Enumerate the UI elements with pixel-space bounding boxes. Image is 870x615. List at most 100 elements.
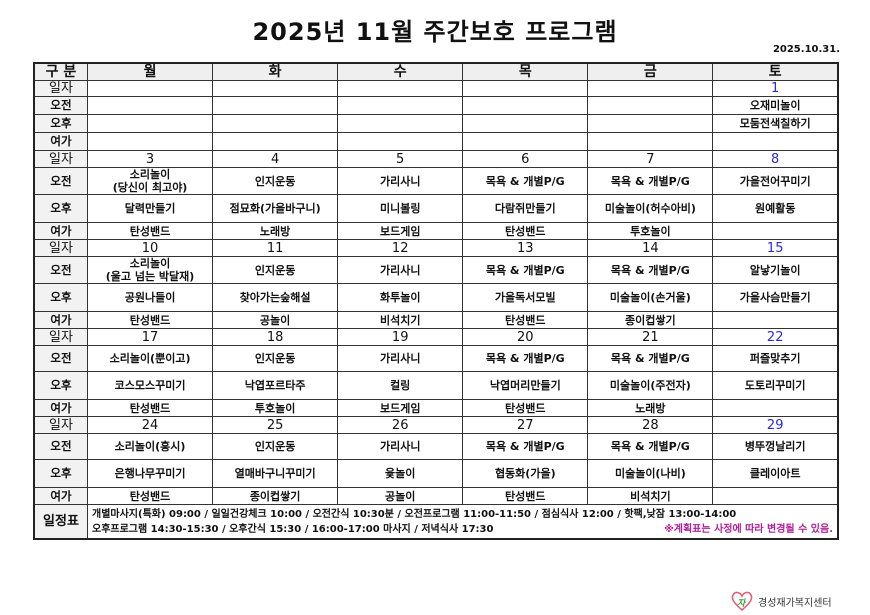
activity-cell: 원예활동 xyxy=(712,194,839,223)
activity-cell: 소리놀이(뿐이고) xyxy=(86,345,214,372)
activity-cell: 찾아가는숲해설 xyxy=(212,283,339,312)
week-1-am-row: 오전 오재미놀이 xyxy=(33,96,839,115)
activity-cell: 컬링 xyxy=(337,371,464,400)
row-label-pm: 오후 xyxy=(33,114,88,133)
activity-cell: 은행나무꾸미기 xyxy=(86,459,214,488)
activity-cell: 투호놀이 xyxy=(587,222,714,240)
header-label: 구 분 xyxy=(33,62,88,81)
date-cell: 12 xyxy=(337,239,464,257)
activity-cell: 탄성밴드 xyxy=(462,399,589,417)
schedule-line-2-wrap: 오후프로그램 14:30-15:30 / 오후간식 15:30 / 16:00-… xyxy=(92,522,833,537)
activity-cell: 가리사니 xyxy=(337,433,464,460)
week-2-pm-row: 오후 달력만들기 점묘화(가을바구니) 미니볼링 다람쥐만들기 미술놀이(허수아비) 원예활… xyxy=(33,194,839,223)
row-label-am: 오전 xyxy=(33,433,88,460)
activity-cell: 목욕 & 개별P/G xyxy=(462,433,589,460)
date-cell: 11 xyxy=(212,239,339,257)
row-label-leisure: 여가 xyxy=(33,487,88,505)
activity-cell: 투호놀이 xyxy=(212,399,339,417)
date-cell: 7 xyxy=(587,150,714,168)
activity-cell: 목욕 & 개별P/G xyxy=(462,345,589,372)
schedule-label: 일정표 xyxy=(33,504,88,540)
activity-cell: 낙엽포르타주 xyxy=(212,371,339,400)
date-cell: 6 xyxy=(462,150,589,168)
week-3-date-row: 일자 10 11 12 13 14 15 xyxy=(33,239,839,257)
week-1-leisure-row: 여가 xyxy=(33,132,839,151)
header-fri: 금 xyxy=(587,62,714,81)
row-label-am: 오전 xyxy=(33,345,88,372)
activity-cell: 공원나들이 xyxy=(86,283,214,312)
activity-cell: 미술놀이(나비) xyxy=(587,459,714,488)
activity-cell: 탄성밴드 xyxy=(462,311,589,329)
weekly-program-table: 구 분 월 화 수 목 금 토 일자 1 오전 오재미놀이 오후 모둠전색칠하기 여가 일자 3… xyxy=(33,62,839,540)
activity-cell: 소리놀이 (울고 넘는 박달재) xyxy=(86,256,214,284)
activity-cell xyxy=(712,132,839,151)
activity-cell xyxy=(86,96,214,115)
activity-cell: 종이컵쌓기 xyxy=(587,311,714,329)
activity-cell: 목욕 & 개별P/G xyxy=(587,345,714,372)
activity-cell: 소리놀이(홍시) xyxy=(86,433,214,460)
row-label-date: 일자 xyxy=(33,239,88,257)
date-cell: 14 xyxy=(587,239,714,257)
activity-cell: 인지운동 xyxy=(212,256,339,284)
activity-cell: 윷놀이 xyxy=(337,459,464,488)
week-5-leisure-row: 여가 탄성밴드 종이컵쌓기 공놀이 탄성밴드 비석치기 xyxy=(33,487,839,505)
activity-cell: 퍼즐맞추기 xyxy=(712,345,839,372)
activity-cell xyxy=(587,132,714,151)
activity-cell: 인지운동 xyxy=(212,167,339,195)
date-cell: 29 xyxy=(712,416,839,434)
date-cell xyxy=(462,80,589,97)
week-4-date-row: 일자 17 18 19 20 21 22 xyxy=(33,328,839,346)
row-label-pm: 오후 xyxy=(33,459,88,488)
week-3-am-row: 오전 소리놀이 (울고 넘는 박달재) 인지운동 가리사니 목욕 & 개별P/G 목욕 &… xyxy=(33,256,839,284)
activity-cell xyxy=(212,96,339,115)
activity-cell: 종이컵쌓기 xyxy=(212,487,339,505)
date-cell: 17 xyxy=(86,328,214,346)
activity-cell: 탄성밴드 xyxy=(86,311,214,329)
activity-cell: 목욕 & 개별P/G xyxy=(587,256,714,284)
week-4-leisure-row: 여가 탄성밴드 투호놀이 보드게임 탄성밴드 노래방 xyxy=(33,399,839,417)
date-cell: 25 xyxy=(212,416,339,434)
activity-cell: 비석치기 xyxy=(587,487,714,505)
date-cell xyxy=(212,80,339,97)
header-thu: 목 xyxy=(462,62,589,81)
activity-cell: 열매바구니꾸미기 xyxy=(212,459,339,488)
date-cell: 3 xyxy=(86,150,214,168)
change-notice: ※계획표는 사정에 따라 변경될 수 있음. xyxy=(664,523,833,535)
date-cell xyxy=(86,80,214,97)
activity-cell xyxy=(462,96,589,115)
activity-cell: 알낳기놀이 xyxy=(712,256,839,284)
activity-cell: 오재미놀이 xyxy=(712,96,839,115)
center-name: 경성재가복지센터 xyxy=(758,597,832,609)
activity-cell xyxy=(337,114,464,133)
week-4-am-row: 오전 소리놀이(뿐이고) 인지운동 가리사니 목욕 & 개별P/G 목욕 & 개별P/G 퍼… xyxy=(33,345,839,372)
activity-cell: 가을사슴만들기 xyxy=(712,283,839,312)
activity-cell: 협동화(가을) xyxy=(462,459,589,488)
date-cell: 26 xyxy=(337,416,464,434)
activity-cell: 낙엽머리만들기 xyxy=(462,371,589,400)
date-cell xyxy=(337,80,464,97)
row-label-pm: 오후 xyxy=(33,283,88,312)
activity-cell: 탄성밴드 xyxy=(86,222,214,240)
week-1-pm-row: 오후 모둠전색칠하기 xyxy=(33,114,839,133)
activity-cell: 목욕 & 개별P/G xyxy=(462,256,589,284)
row-label-leisure: 여가 xyxy=(33,132,88,151)
schedule-line-1: 개별마사지(특화) 09:00 / 일일건강체크 10:00 / 오전간식 10… xyxy=(92,508,737,520)
activity-cell: 가리사니 xyxy=(337,256,464,284)
issue-date: 2025.10.31. xyxy=(772,44,840,55)
activity-cell: 탄성밴드 xyxy=(86,487,214,505)
heart-logo-icon: 자 xyxy=(731,591,753,612)
week-2-am-row: 오전 소리놀이 (당신이 최고야) 인지운동 가리사니 목욕 & 개별P/G 목욕 & 개… xyxy=(33,167,839,195)
activity-cell xyxy=(712,222,839,240)
activity-cell: 노래방 xyxy=(587,399,714,417)
week-2-date-row: 일자 3 4 5 6 7 8 xyxy=(33,150,839,168)
week-5-date-row: 일자 24 25 26 27 28 29 xyxy=(33,416,839,434)
date-cell: 5 xyxy=(337,150,464,168)
schedule-line-2: 오후프로그램 14:30-15:30 / 오후간식 15:30 / 16:00-… xyxy=(92,523,494,535)
date-cell: 21 xyxy=(587,328,714,346)
row-label-date: 일자 xyxy=(33,416,88,434)
date-cell: 19 xyxy=(337,328,464,346)
activity-cell: 비석치기 xyxy=(337,311,464,329)
activity-cell: 가리사니 xyxy=(337,345,464,372)
activity-cell: 공놀이 xyxy=(337,487,464,505)
activity-cell: 가리사니 xyxy=(337,167,464,195)
